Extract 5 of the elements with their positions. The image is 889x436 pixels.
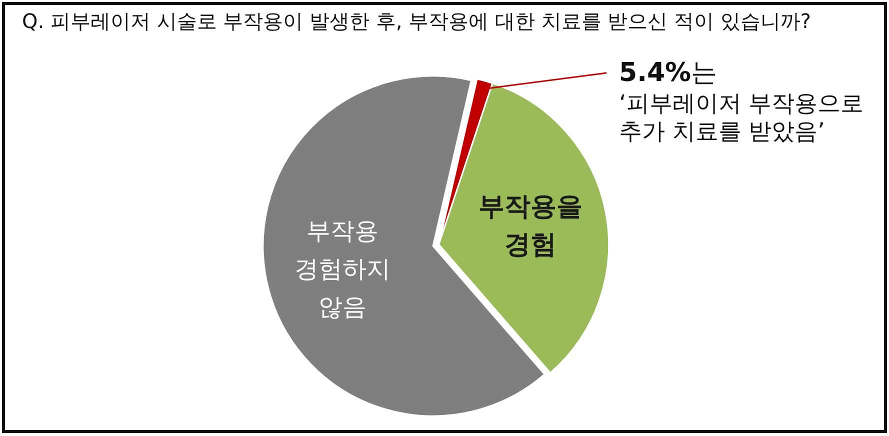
chart-title: Q. 피부레이저 시술로 부작용이 발생한 후, 부작용에 대한 치료를 받으신 적이 있습니까?	[22, 8, 812, 35]
text: ‘피부레이저 부작용으로 추가 치료를 받았음’	[619, 90, 865, 146]
slice-label: 부작용 경험하지 않음	[293, 216, 392, 323]
slice-label: 부작용을 경험	[478, 191, 584, 262]
text: 5.4%는	[619, 57, 718, 90]
